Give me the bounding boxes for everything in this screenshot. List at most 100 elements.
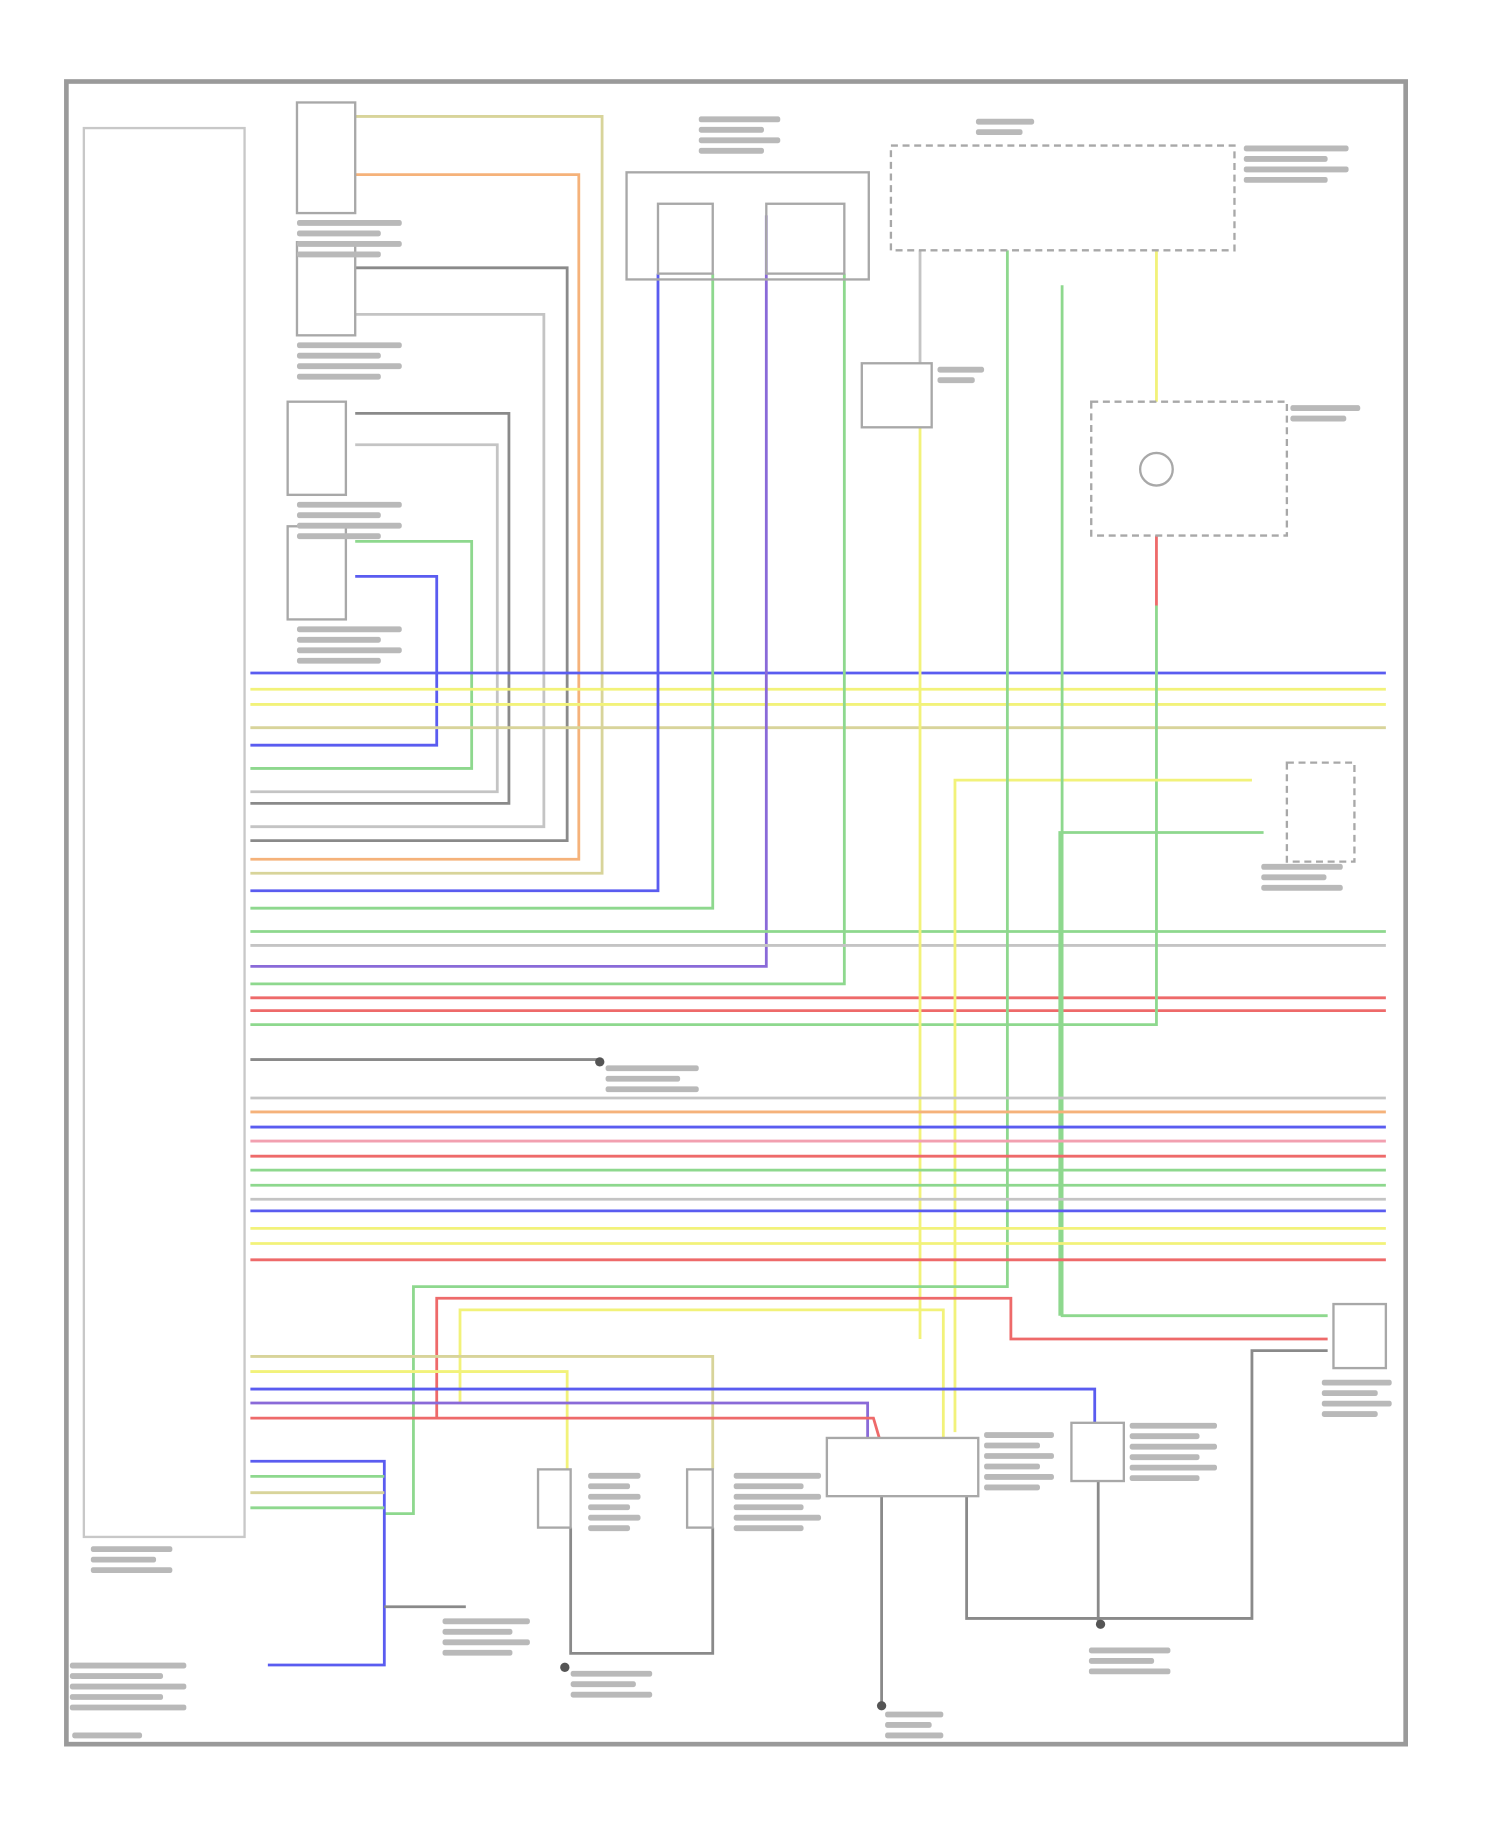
wire-light-grey xyxy=(250,443,499,794)
wire-green xyxy=(1060,285,1328,1318)
control-module-label xyxy=(90,1556,157,1563)
sensor-switch-label-3 xyxy=(296,512,381,519)
sensor-switch-label-2 xyxy=(296,373,381,380)
sensor-switch-4 xyxy=(286,525,348,621)
right-sensor-2-label xyxy=(1321,1411,1378,1417)
relay-unit-label xyxy=(698,116,781,123)
ground-icon xyxy=(595,1057,605,1067)
wire-purple xyxy=(250,215,768,968)
bottom-module-2-label xyxy=(1129,1454,1200,1461)
bottom-module-1-label xyxy=(984,1474,1054,1480)
wire-blue xyxy=(250,1459,386,1667)
bottom-sensor-2 xyxy=(685,1468,714,1529)
bottom-module-2 xyxy=(1070,1421,1125,1483)
bottom-module-2-label xyxy=(1129,1475,1200,1482)
relay-unit-label xyxy=(698,126,764,133)
ground-icon xyxy=(560,1662,570,1672)
bottom-left-sensor-label xyxy=(69,1673,164,1679)
ground-label-2 xyxy=(1088,1658,1155,1664)
sensor-switch-3 xyxy=(286,400,348,497)
ground-label-1 xyxy=(605,1065,699,1072)
wire-orange xyxy=(250,173,581,861)
diagram-border xyxy=(64,79,1408,1747)
wire-red xyxy=(435,1296,1328,1419)
bottom-module-1-label xyxy=(984,1442,1040,1449)
relay-coil-1 xyxy=(656,202,714,275)
fuse-block-side-label xyxy=(1243,145,1349,152)
relay-unit-box xyxy=(625,171,870,281)
right-sensor-1-label xyxy=(1261,863,1343,870)
ground-label-3 xyxy=(885,1711,944,1718)
bottom-sensor-1-label xyxy=(588,1472,641,1479)
compressor-box xyxy=(1090,400,1289,537)
bottom-sensor-3-label xyxy=(442,1639,530,1646)
bottom-module-1-label xyxy=(984,1432,1054,1438)
compressor-clutch-icon xyxy=(1138,451,1174,487)
wire-green xyxy=(250,273,715,910)
bottom-left-sensor-label xyxy=(69,1662,187,1669)
ground-label-4 xyxy=(570,1681,636,1688)
bottom-sensor-1 xyxy=(536,1468,572,1529)
bottom-sensor-1-label xyxy=(588,1483,631,1490)
ground-label-1 xyxy=(605,1086,699,1093)
fuse-block-label xyxy=(975,118,1035,125)
relay-coil-2 xyxy=(765,202,846,275)
bottom-sensor-3-label xyxy=(442,1649,513,1656)
wire-blue xyxy=(250,574,439,747)
bottom-module-1-label xyxy=(984,1453,1054,1459)
right-sensor-1-label xyxy=(1261,874,1327,881)
wire-khaki xyxy=(250,1355,715,1470)
sensor-switch-label-2 xyxy=(296,342,402,349)
wire-purple xyxy=(250,1401,870,1438)
bottom-sensor-2-label xyxy=(733,1504,804,1511)
wire-green xyxy=(384,250,1009,1516)
wire-red xyxy=(250,1416,881,1439)
right-sensor-2 xyxy=(1332,1302,1388,1370)
right-sensor-2-label xyxy=(1321,1379,1392,1386)
pressure-switch xyxy=(860,362,933,429)
wire-blue xyxy=(250,273,660,893)
wire-blue xyxy=(250,1387,1097,1423)
pressure-switch-label xyxy=(937,377,975,384)
bottom-sensor-1-label xyxy=(588,1493,641,1500)
relay-unit-label xyxy=(698,147,764,154)
sensor-switch-label-4 xyxy=(296,626,402,633)
bottom-module-1-label xyxy=(984,1463,1040,1470)
wire-green xyxy=(250,273,846,986)
sensor-switch-label-2 xyxy=(296,363,402,370)
right-sensor-2-label xyxy=(1321,1390,1378,1397)
wire-grey xyxy=(569,1527,715,1655)
right-sensor-1-label xyxy=(1261,884,1343,891)
bottom-sensor-1-label xyxy=(588,1504,631,1511)
wire-green xyxy=(250,605,1158,1027)
pressure-switch-label xyxy=(937,366,985,373)
diagram-code-label xyxy=(72,1732,143,1739)
ground-label-3 xyxy=(885,1732,944,1739)
wire-grey xyxy=(250,266,569,843)
ground-label-4 xyxy=(570,1670,653,1677)
bottom-sensor-2-label xyxy=(733,1525,804,1532)
sensor-switch-label-3 xyxy=(296,522,402,529)
bottom-left-sensor-label xyxy=(69,1704,187,1711)
bottom-sensor-1-label xyxy=(588,1525,631,1532)
right-sensor-2-label xyxy=(1321,1400,1392,1407)
sensor-switch-label-3 xyxy=(296,501,402,508)
wire-grey xyxy=(965,1349,1328,1620)
sensor-switch-label-4 xyxy=(296,647,402,654)
bottom-sensor-2-label xyxy=(733,1493,822,1500)
sensor-switch-label-1 xyxy=(296,251,381,258)
bottom-sensor-3-label xyxy=(442,1618,530,1625)
wire-khaki xyxy=(250,115,604,875)
wire-green xyxy=(250,540,474,770)
right-sensor-1 xyxy=(1285,761,1356,863)
sensor-switch-label-1 xyxy=(296,241,402,247)
control-module-box xyxy=(82,126,246,1539)
bottom-module-2-label xyxy=(1129,1433,1200,1440)
sensor-switch-label-2 xyxy=(296,352,381,359)
sensor-switch-label-1 xyxy=(296,230,381,237)
fuse-block-label xyxy=(975,129,1023,136)
fuse-block-side-label xyxy=(1243,176,1328,183)
ground-icon xyxy=(1095,1619,1106,1629)
relay-unit-label xyxy=(698,137,781,144)
bottom-sensor-3-label xyxy=(442,1628,513,1635)
